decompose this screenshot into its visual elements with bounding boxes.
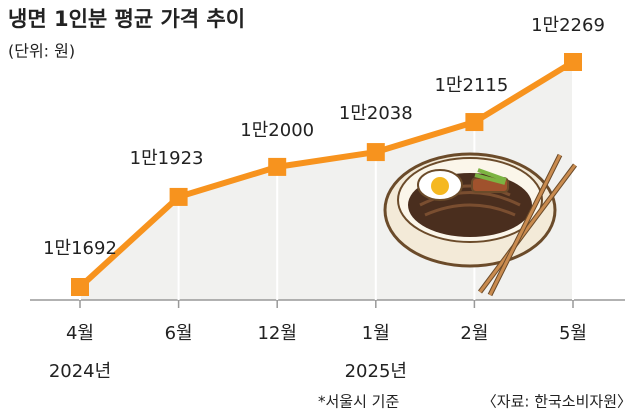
footnote: *서울시 기준 [318, 393, 399, 411]
value-label: 1만2269 [531, 15, 605, 36]
x-tick-label: 12월 [257, 323, 296, 344]
year-label: 2024년 [49, 361, 111, 382]
x-tick-label: 6월 [165, 323, 193, 344]
marker [71, 278, 89, 296]
value-label: 1만2115 [434, 75, 508, 96]
marker [268, 157, 287, 176]
marker [564, 53, 582, 71]
noodle-illustration [383, 152, 578, 297]
chart-title: 냉면 1인분 평균 가격 추이 [8, 7, 245, 31]
marker [366, 143, 385, 162]
x-tick-label: 1월 [362, 323, 390, 344]
value-label: 1만2000 [240, 120, 314, 141]
x-tick-label: 5월 [559, 323, 587, 344]
value-label: 1만1923 [130, 148, 204, 169]
value-label: 1만1692 [43, 238, 117, 259]
x-tick-label: 4월 [66, 323, 94, 344]
marker [169, 187, 188, 206]
line [77, 59, 575, 290]
x-tick-label: 2월 [460, 323, 488, 344]
source: 〈자료: 한국소비자원〉 [482, 393, 632, 411]
value-label: 1만2038 [339, 103, 413, 124]
marker [465, 113, 484, 132]
year-label: 2025년 [345, 361, 407, 382]
chart-subtitle: (단위: 원) [8, 42, 75, 61]
